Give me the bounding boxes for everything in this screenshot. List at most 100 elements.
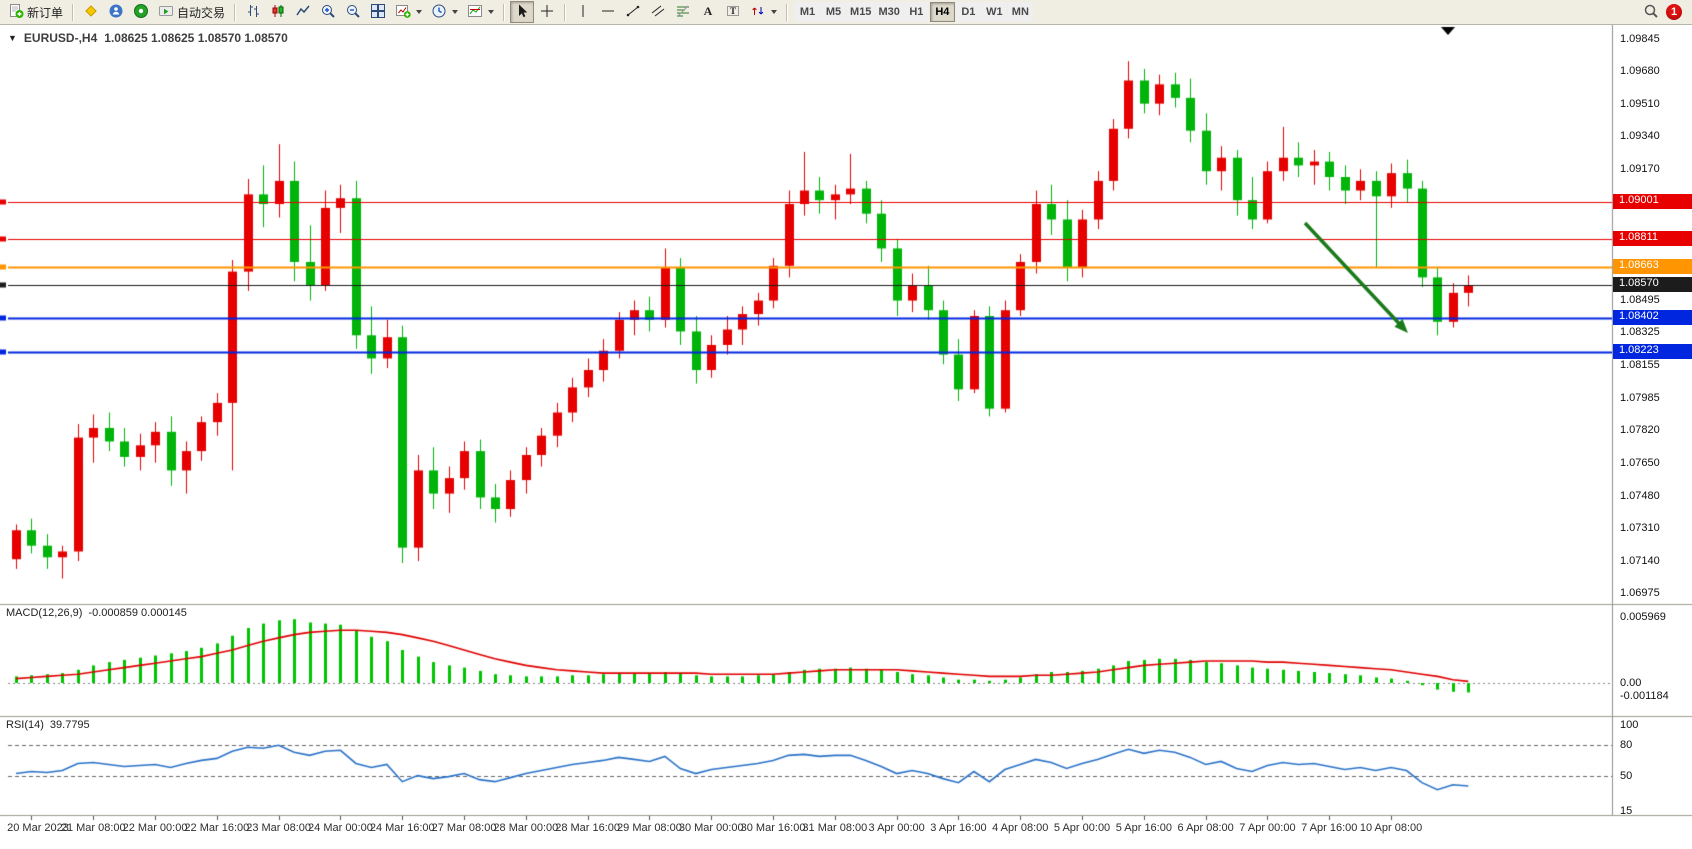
time-axis-label: 31 Mar 08:00: [802, 822, 868, 834]
time-axis-label: 3 Apr 00:00: [868, 822, 925, 834]
timeframe-button-M15[interactable]: M15: [847, 2, 875, 22]
toolbar-separator: [234, 3, 237, 21]
horizontal-line-icon: [600, 3, 616, 22]
metaeditor-icon: [83, 3, 99, 22]
community-button[interactable]: [104, 1, 128, 23]
time-axis-label: 30 Mar 00:00: [678, 822, 744, 834]
time-axis-label: 28 Mar 16:00: [555, 822, 621, 834]
zoom-in-button[interactable]: [316, 1, 340, 23]
chart-header: ▼ EURUSD-,H4 1.08625 1.08625 1.08570 1.0…: [8, 31, 288, 45]
channel-icon: [650, 3, 666, 22]
time-axis-label: 29 Mar 08:00: [617, 822, 682, 834]
timeframe-button-D1[interactable]: D1: [955, 2, 981, 22]
text-tool-button[interactable]: A: [696, 1, 720, 23]
time-axis-label: 22 Mar 16:00: [184, 822, 250, 834]
timeframe-button-H1[interactable]: H1: [903, 2, 929, 22]
price-tick-label: 1.08325: [1620, 326, 1660, 339]
tile-windows-icon: [370, 3, 386, 22]
macd-panel-header: MACD(12,26,9) -0.000859 0.000145: [6, 607, 187, 619]
time-axis-label: 3 Apr 16:00: [930, 822, 987, 834]
price-tag-1.08402: 1.08402: [1613, 309, 1692, 325]
rsi-scale-label: 80: [1620, 739, 1633, 752]
trendline-icon: [625, 3, 641, 22]
price-tag-1.08570: 1.08570: [1613, 277, 1692, 293]
crosshair-button[interactable]: [535, 1, 559, 23]
timeframe-button-M30[interactable]: M30: [875, 2, 903, 22]
price-tick-label: 1.09680: [1620, 64, 1660, 77]
toolbar: 新订单 自动交易 A T M1 M5 M15 M3: [0, 0, 1692, 25]
autotrading-label: 自动交易: [177, 5, 226, 20]
vertical-line-tool-button[interactable]: [571, 1, 595, 23]
chevron-down-icon: [416, 10, 423, 14]
trendline-tool-button[interactable]: [621, 1, 645, 23]
toolbar-separator: [786, 3, 789, 21]
notifications-badge[interactable]: 1: [1666, 4, 1682, 20]
arrows-tool-dropdown[interactable]: [746, 1, 781, 23]
cursor-icon: [514, 3, 530, 22]
price-tick-label: 1.09510: [1620, 97, 1660, 110]
chevron-down-icon: [771, 10, 778, 14]
timeframe-button-MN[interactable]: MN: [1007, 2, 1033, 22]
zoom-out-icon: [345, 3, 361, 22]
label-tool-button[interactable]: T: [721, 1, 745, 23]
cursor-button[interactable]: [510, 1, 535, 23]
new-order-button[interactable]: 新订单: [4, 1, 67, 23]
time-axis-label: 5 Apr 00:00: [1053, 822, 1111, 834]
price-tag-1.08811: 1.08811: [1613, 230, 1692, 246]
toolbar-separator: [72, 3, 75, 21]
arrows-icon: [750, 3, 766, 22]
price-tick-label: 1.08155: [1620, 359, 1660, 372]
chevron-down-icon: [488, 10, 495, 14]
channel-tool-button[interactable]: [646, 1, 670, 23]
timeframe-toolbar: M1 M5 M15 M30 H1 H4 D1 W1 MN: [795, 2, 1033, 22]
price-tick-label: 1.07820: [1620, 423, 1660, 436]
time-axis-label: 24 Mar 16:00: [369, 822, 435, 834]
community-icon: [108, 3, 124, 22]
chevron-down-icon: [452, 10, 459, 14]
one-click-toggle-icon[interactable]: ▼: [8, 33, 17, 43]
timeframe-button-M1[interactable]: M1: [795, 2, 821, 22]
fibonacci-tool-button[interactable]: [671, 1, 695, 23]
rsi-scale-label: 100: [1620, 719, 1639, 731]
autotrading-icon: [158, 3, 174, 22]
toolbar-separator: [564, 3, 567, 21]
time-axis-label: 23 Mar 08:00: [246, 822, 312, 834]
candlestick-button[interactable]: [266, 1, 290, 23]
timeframe-button-M5[interactable]: M5: [821, 2, 847, 22]
price-tick-label: 1.07985: [1620, 392, 1660, 405]
svg-text:A: A: [704, 4, 713, 18]
line-chart-button[interactable]: [291, 1, 315, 23]
market-button[interactable]: [129, 1, 153, 23]
zoom-out-button[interactable]: [341, 1, 365, 23]
clock-icon: [431, 3, 447, 22]
new-order-icon: [8, 3, 24, 22]
toolbar-separator: [503, 3, 506, 21]
price-tick-label: 1.06975: [1620, 586, 1660, 599]
time-axis-label: 20 Mar 2023: [7, 822, 69, 834]
horizontal-line-tool-button[interactable]: [596, 1, 620, 23]
chart-symbol-label: EURUSD-,H4: [23, 31, 98, 45]
autotrading-button[interactable]: 自动交易: [154, 1, 229, 23]
bar-chart-button[interactable]: [241, 1, 265, 23]
rsi-scale-label: 50: [1620, 769, 1633, 782]
tile-windows-button[interactable]: [366, 1, 390, 23]
price-chart-canvas[interactable]: [0, 25, 1692, 849]
timeframe-button-W1[interactable]: W1: [981, 2, 1007, 22]
text-icon: A: [700, 3, 716, 22]
new-order-label: 新订单: [27, 5, 64, 20]
macd-values: -0.000859 0.000145: [88, 607, 187, 619]
label-icon: T: [725, 3, 741, 22]
time-axis-label: 4 Apr 08:00: [992, 822, 1049, 834]
profiles-dropdown[interactable]: [427, 1, 462, 23]
search-icon: [1643, 3, 1659, 22]
search-button[interactable]: [1639, 1, 1663, 23]
indicators-dropdown[interactable]: [463, 1, 498, 23]
time-axis-label: 22 Mar 00:00: [122, 822, 188, 834]
new-chart-dropdown[interactable]: [391, 1, 426, 23]
price-tag-1.08223: 1.08223: [1613, 344, 1692, 360]
timeframe-button-H4[interactable]: H4: [929, 2, 955, 22]
rsi-value: 39.7795: [49, 719, 90, 731]
metaeditor-button[interactable]: [79, 1, 103, 23]
rsi-label: RSI(14): [6, 719, 44, 731]
